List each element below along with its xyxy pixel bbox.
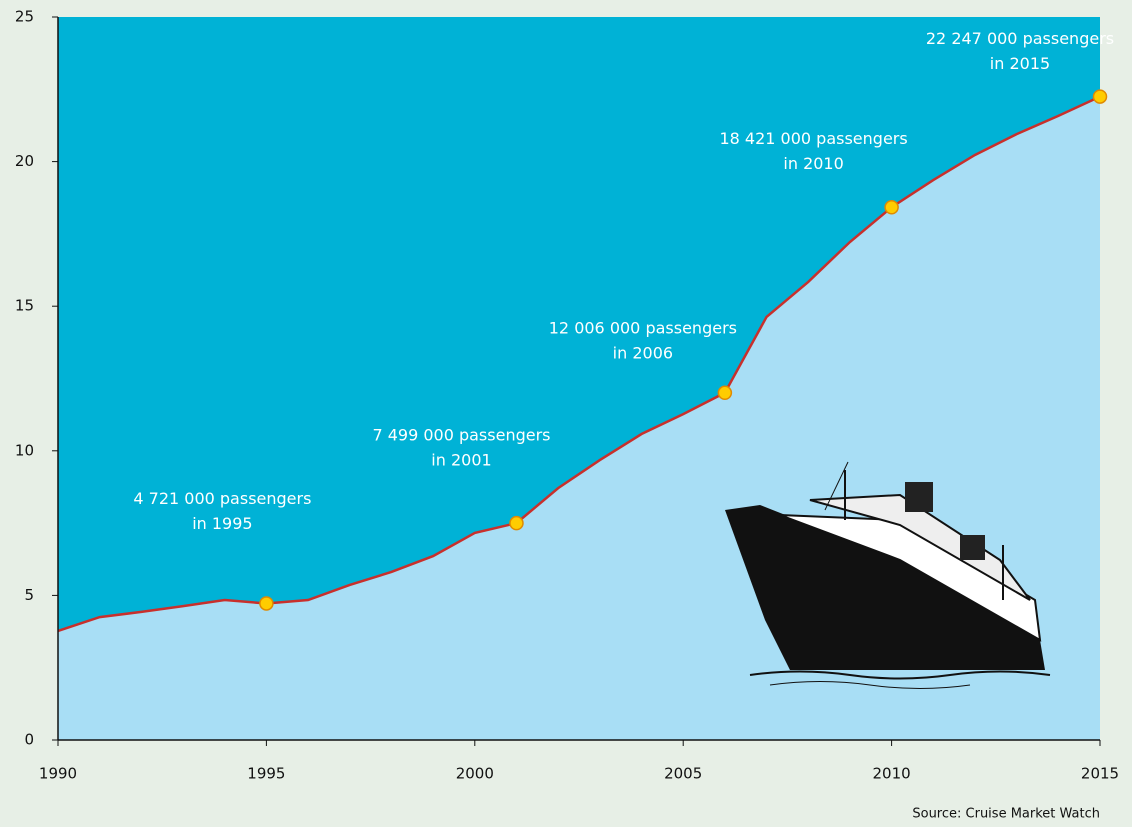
highlight-marker (717, 385, 733, 401)
source: Source: Cruise Market Watch (912, 807, 1100, 822)
x-tick-label: 2005 (664, 765, 702, 783)
y-tick-label: 10 (15, 441, 34, 459)
annotation: 22 247 000 passengers (926, 29, 1114, 48)
highlight-marker (509, 515, 524, 531)
annotation: in 2015 (990, 54, 1050, 73)
annotation: in 2006 (613, 343, 673, 362)
y-tick-label: 5 (24, 586, 34, 604)
line (57, 95, 1101, 633)
x-tick-label: 2015 (1081, 765, 1119, 783)
annotation: in 2001 (431, 451, 491, 470)
y-tick-label: 25 (15, 8, 34, 26)
annotation: in 1995 (192, 514, 252, 533)
highlight-marker (1092, 89, 1108, 104)
x-tick-label: 1995 (247, 765, 285, 783)
annotation: 7 499 000 passengers (372, 426, 550, 445)
x-tick-label: 1990 (39, 765, 77, 783)
ship-illustration (725, 461, 1051, 689)
x-tick-label: 2000 (456, 765, 494, 783)
annotation: 4 721 000 passengers (133, 489, 311, 508)
y-tick-label: 20 (15, 152, 34, 170)
annotation: 18 421 000 passengers (719, 129, 907, 148)
y-tick-label: 15 (15, 297, 34, 315)
x-tick-label: 2010 (873, 765, 911, 783)
highlight-marker (884, 200, 899, 215)
annotation: 12 006 000 passengers (549, 318, 737, 337)
annotation: in 2010 (783, 154, 843, 173)
y-tick-label: 0 (24, 731, 34, 749)
highlight-marker (259, 596, 274, 611)
